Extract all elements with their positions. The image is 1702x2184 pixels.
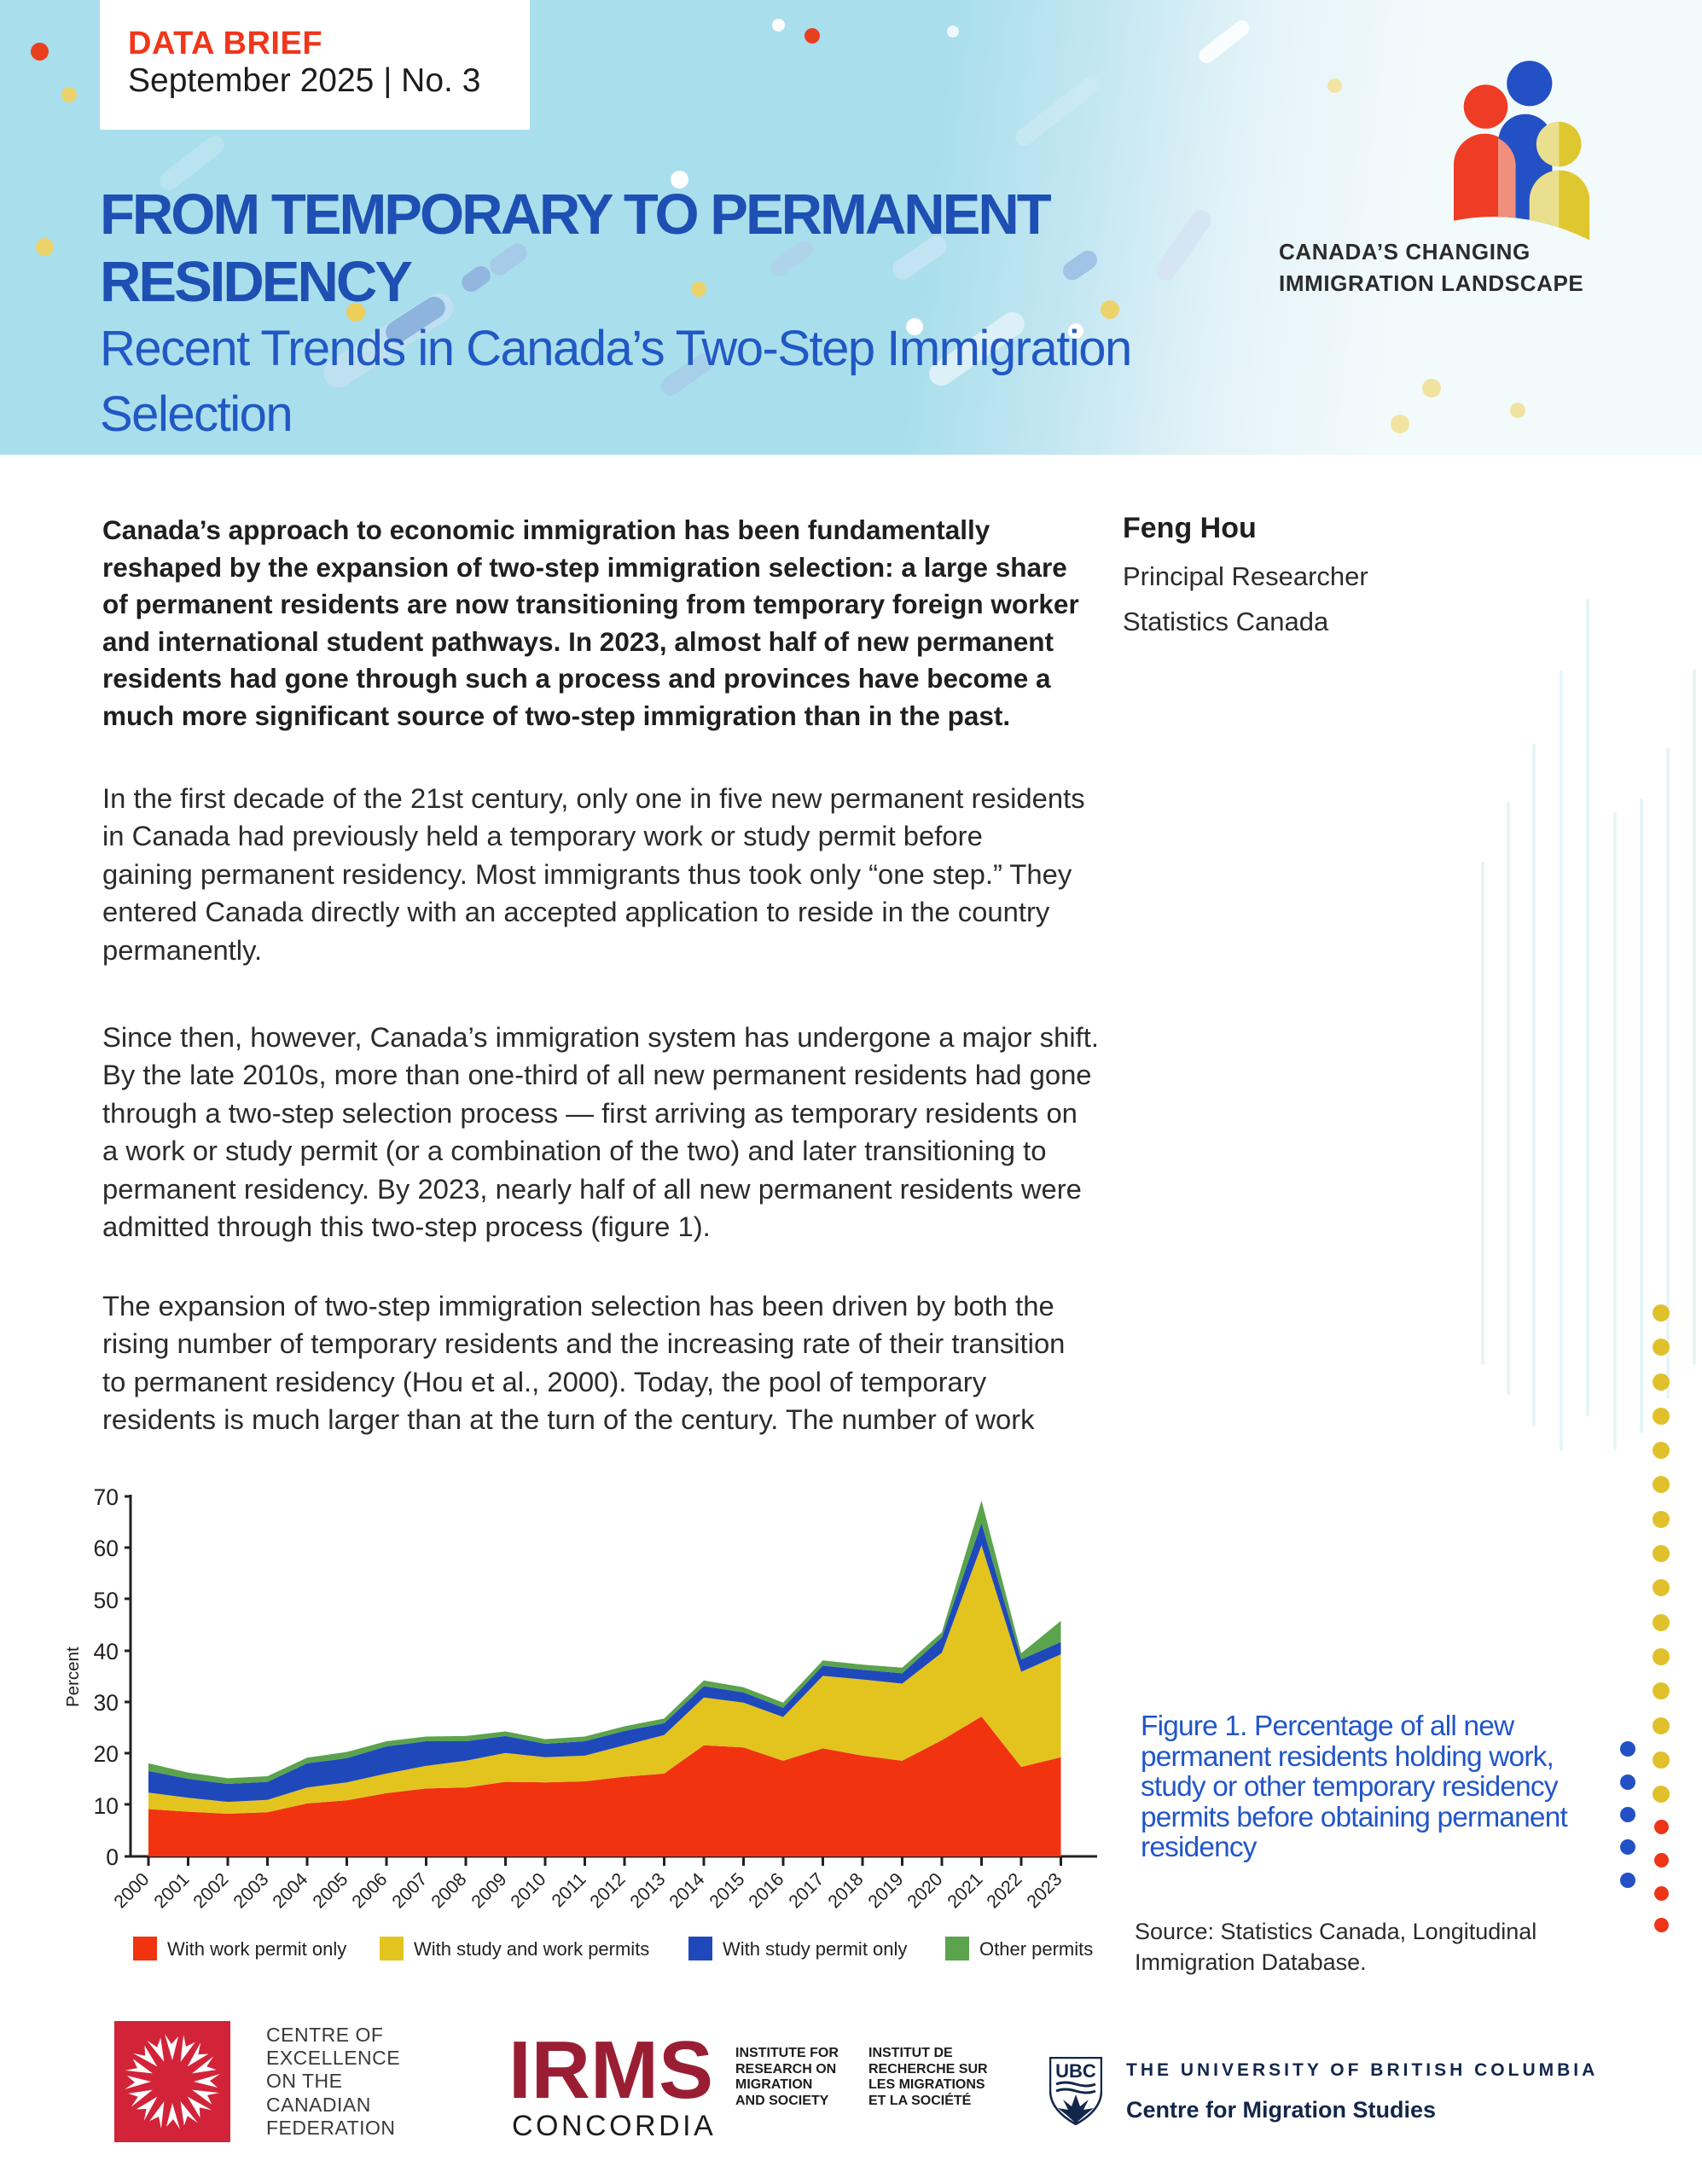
svg-text:UBC: UBC — [1055, 2060, 1096, 2082]
